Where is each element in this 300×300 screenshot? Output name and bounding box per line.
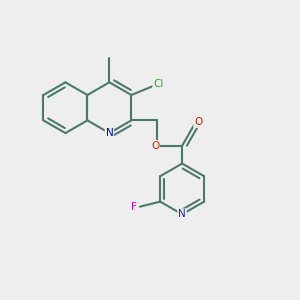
Text: Cl: Cl xyxy=(153,80,164,89)
Text: N: N xyxy=(106,128,113,138)
Text: O: O xyxy=(151,141,159,151)
Text: F: F xyxy=(131,202,137,212)
Text: N: N xyxy=(178,209,186,219)
Text: O: O xyxy=(194,117,202,127)
